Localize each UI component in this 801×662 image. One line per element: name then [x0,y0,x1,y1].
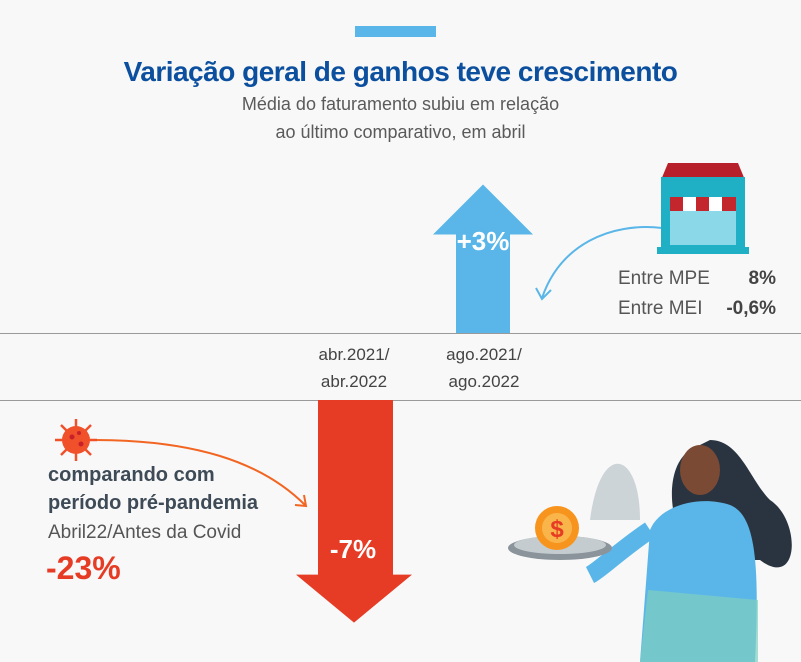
mei-label: Entre MEI [618,298,703,319]
mei-value: -0,6% [726,298,776,319]
pandemic-subtitle: Abril22/Antes da Covid [48,522,242,543]
connector-arrow-covid [94,439,306,506]
category-label-ago-line2: ago.2022 [448,372,520,391]
category-label-abr-line1: abr.2021/ [318,345,390,364]
connector-arrowhead-covid [294,494,308,508]
bar-value-positive: +3% [456,226,510,256]
bar-value-negative: -7% [329,534,377,564]
mpe-label: Entre MPE [618,268,710,289]
bar-negative-arrow [296,400,412,623]
mpe-value: 8% [748,268,776,289]
connector-arrowhead-store [535,287,552,301]
subtitle-line-1: Média do faturamento subiu em relação [241,94,560,114]
svg-text:$: $ [550,516,564,543]
decorative-top-bar [355,26,436,37]
category-label-abr: abr.2021/ abr.2022 [294,341,414,395]
subtitle-line-2: ao último comparativo, em abril [275,122,526,142]
pandemic-heading-line2: período pré-pandemia [48,492,259,514]
bar-positive-arrow [433,184,533,333]
woman-with-tray-illustration: $ [508,440,792,662]
page-title: Variação geral de ganhos teve cresciment… [123,56,678,87]
pandemic-heading-line1: comparando com [48,464,215,486]
category-label-ago: ago.2021/ ago.2022 [424,341,544,395]
axis-line-top [0,333,801,334]
category-label-ago-line1: ago.2021/ [446,345,522,364]
axis-line-bottom [0,400,801,401]
store-icon [657,163,749,254]
virus-icon [55,419,97,461]
connector-arrow-store [541,226,663,299]
category-label-abr-line2: abr.2022 [320,372,388,391]
pandemic-value: -23% [46,550,121,586]
